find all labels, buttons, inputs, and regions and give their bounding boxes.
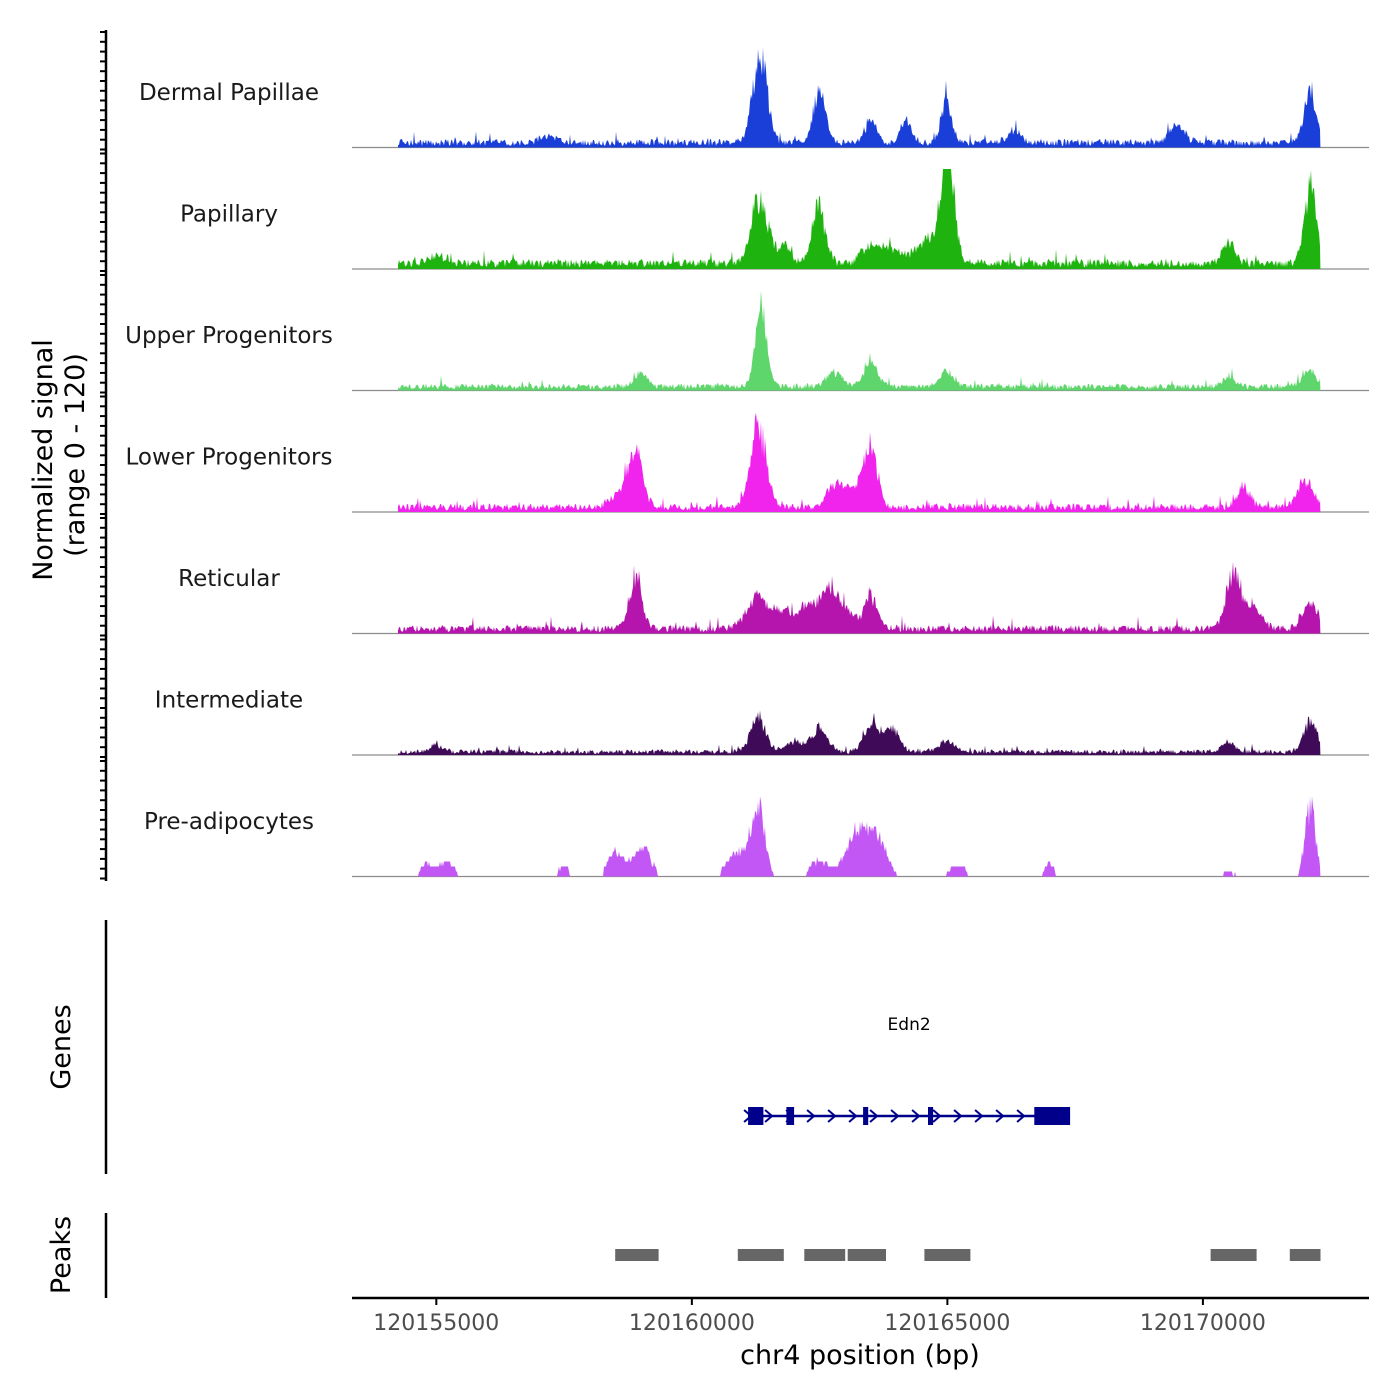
track-upper-progenitors: Upper Progenitors: [125, 290, 1369, 392]
strand-arrow: [932, 1109, 942, 1123]
peaks-axis-label: Peaks: [46, 1216, 77, 1294]
track-label: Upper Progenitors: [125, 323, 333, 349]
peak-region: [737, 1249, 784, 1261]
track-reticular: Reticular: [178, 561, 1369, 635]
track-dermal-papillae: Dermal Papillae: [139, 47, 1369, 149]
peak-region: [615, 1249, 659, 1261]
peak-region-track: [615, 1249, 1321, 1261]
strand-arrow: [869, 1109, 879, 1123]
peak-region: [804, 1249, 846, 1261]
track-label: Papillary: [180, 202, 278, 228]
track-lower-progenitors: Lower Progenitors: [126, 412, 1369, 513]
gene-exon: [1034, 1107, 1071, 1125]
strand-arrow: [848, 1109, 858, 1123]
x-axis-ticks: 120155000 120160000 120165000 120170000: [373, 1298, 1266, 1336]
track-label: Intermediate: [155, 688, 303, 714]
strand-arrow: [911, 1109, 921, 1123]
track-signal-area: [398, 290, 1321, 391]
track-signal-area: [398, 561, 1321, 634]
strand-arrow: [764, 1109, 774, 1123]
track-label: Reticular: [178, 566, 280, 592]
track-signal-area: [398, 412, 1321, 512]
track-label: Pre-adipocytes: [144, 809, 314, 835]
strand-arrow: [1016, 1109, 1026, 1123]
track-signal-area: [398, 710, 1321, 755]
track-pre-adipocytes: Pre-adipocytes: [144, 796, 1369, 878]
gene-label: Edn2: [888, 1015, 931, 1035]
strand-arrow: [974, 1109, 984, 1123]
x-axis-title: chr4 position (bp): [740, 1340, 980, 1371]
gene-edn2: Edn2: [743, 1015, 1071, 1125]
track-intermediate: Intermediate: [155, 688, 1369, 756]
gene-exon: [748, 1107, 764, 1125]
signal-y-axis-title: Normalized signal (range 0 - 120): [28, 339, 91, 581]
x-tick-label: 120170000: [1140, 1311, 1266, 1336]
coverage-tracks: Dermal Papillae Papillary Upper Progenitor…: [125, 47, 1369, 878]
x-tick-label: 120160000: [629, 1311, 755, 1336]
strand-arrow: [953, 1109, 963, 1123]
gene-annotation-track: Edn2: [743, 1015, 1071, 1125]
gene-exon: [863, 1107, 869, 1125]
gene-exon: [928, 1107, 934, 1125]
strand-arrow: [827, 1109, 837, 1123]
strand-arrow: [806, 1109, 816, 1123]
strand-arrow: [890, 1109, 900, 1123]
track-papillary: Papillary: [180, 169, 1369, 270]
track-label: Lower Progenitors: [126, 445, 333, 471]
track-signal-area: [398, 169, 1321, 269]
track-signal-area: [398, 796, 1321, 877]
track-signal-area: [398, 47, 1321, 148]
y-axis-label-main: Normalized signal: [28, 339, 59, 581]
peak-region: [1210, 1249, 1257, 1261]
x-tick-label: 120165000: [884, 1311, 1010, 1336]
peak-region: [1289, 1249, 1321, 1261]
peak-region: [924, 1249, 971, 1261]
x-tick-label: 120155000: [373, 1311, 499, 1336]
peak-region: [847, 1249, 886, 1261]
genes-axis-label: Genes: [46, 1004, 77, 1089]
signal-y-axis-ticks: [100, 31, 106, 880]
gene-exon: [786, 1107, 795, 1125]
y-axis-label-range: (range 0 - 120): [60, 353, 91, 557]
strand-arrow: [995, 1109, 1005, 1123]
track-label: Dermal Papillae: [139, 80, 319, 106]
